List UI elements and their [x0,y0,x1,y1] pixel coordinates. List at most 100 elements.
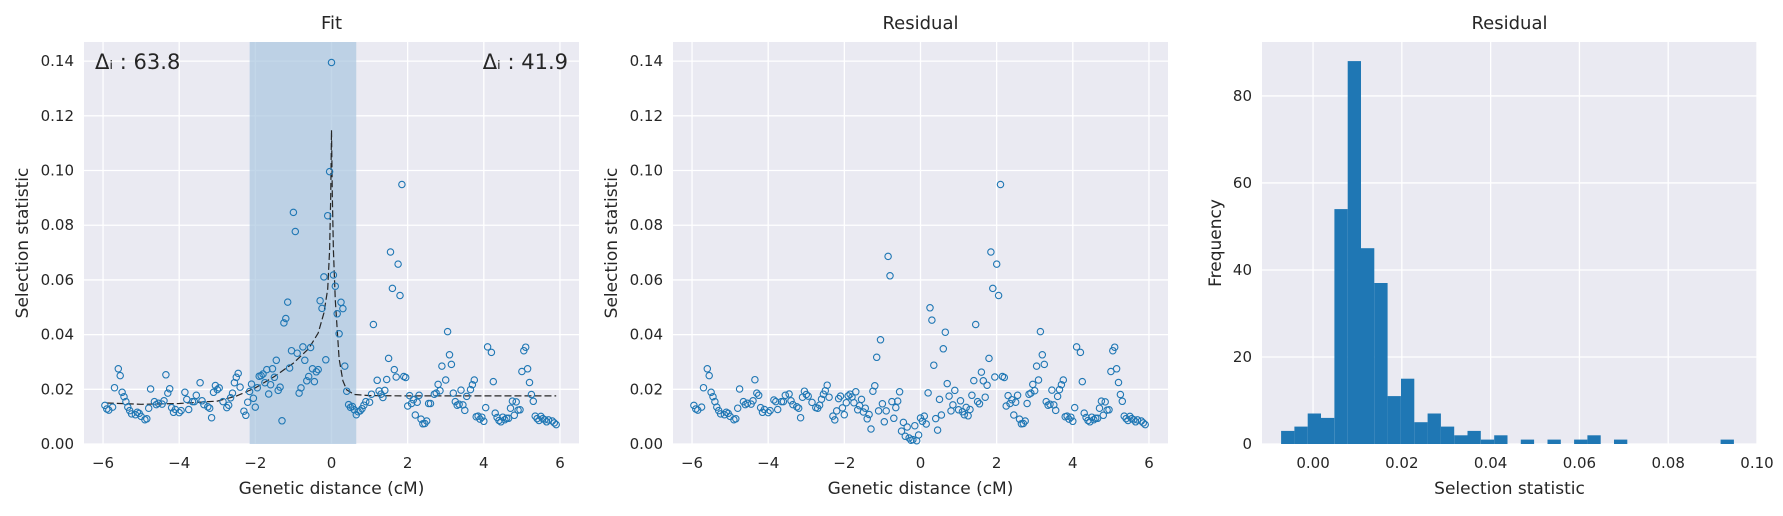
residual-scatter-point [1129,415,1138,424]
fit-annotation-left: Δᵢ : 63.8 [95,50,180,74]
fit-point [432,389,440,397]
fit-point [143,415,151,423]
residual-scatter-point [1046,400,1054,409]
fit-point [184,405,193,414]
fit-point [356,407,364,415]
residual-scatter-point [1141,420,1149,429]
residual-histogram-bar [1294,426,1308,444]
fit-point [415,391,423,400]
fit-point [146,385,155,393]
residual-scatter-point [1097,397,1106,405]
fit-point [219,397,227,406]
fit-point [379,393,387,402]
residual-scatter-x-tick-label: 0 [916,454,926,472]
fit-point [247,380,256,388]
residual-scatter-point [926,304,934,312]
residual-histogram-bar [1347,61,1361,444]
fit-point [211,381,220,390]
residual-scatter-point [1072,343,1081,351]
fit-point [242,411,250,420]
residual-scatter-point [1055,385,1064,394]
fit-point [323,211,332,220]
fit-point [422,417,431,425]
residual-scatter-point [1112,365,1121,373]
residual-histogram-x-tick-label: 0.02 [1385,454,1418,472]
fit-point [175,408,183,417]
residual-scatter-y-tick-label: 0.08 [630,216,663,234]
fit-point [253,383,262,392]
residual-scatter-point [1139,419,1148,427]
residual-scatter-point [897,427,906,435]
fit-point [443,327,452,336]
fit-point [224,401,233,409]
residual-scatter-point [825,393,833,401]
residual-scatter-point [928,316,936,324]
residual-scatter-point [756,403,765,412]
fit-x-tick-label: −6 [92,454,114,472]
residual-histogram-bar [1494,435,1508,444]
residual-scatter-point [766,406,774,415]
fit-point [449,389,458,397]
fit-point [497,418,505,426]
residual-scatter-point [829,412,837,420]
residual-scatter-point [1002,402,1010,410]
residual-scatter-point [1078,377,1087,386]
residual-scatter-point [985,354,993,363]
residual-histogram-bar [1574,439,1588,444]
residual-scatter-point [1133,416,1142,424]
residual-scatter-point [945,392,953,400]
fit-point [405,391,414,400]
residual-scatter-point [1010,411,1018,419]
fit-point [327,58,336,67]
residual-histogram-bar [1281,430,1295,444]
residual-scatter-point [1110,343,1119,351]
fit-point [489,377,498,386]
residual-scatter-point [878,400,887,408]
residual-scatter-point [970,376,978,385]
fit-point [192,391,201,400]
fit-point [403,402,412,410]
residual-scatter-x-tick-label: 6 [1144,454,1154,472]
fit-point [152,400,161,409]
residual-histogram-bar [1587,435,1601,444]
residual-scatter-x-tick-label: −2 [833,454,855,472]
residual-scatter-point [817,395,826,403]
fit-point [333,310,341,318]
residual-scatter-point [865,410,873,419]
fit-point [367,390,376,398]
residual-scatter-point [1011,398,1020,406]
residual-scatter-y-tick-label: 0.14 [630,52,663,70]
residual-scatter-point [1114,378,1123,387]
fit-point [373,376,381,385]
residual-scatter-point [1036,327,1045,336]
residual-scatter-point [872,353,881,362]
fit-point [200,400,208,409]
fit-point [401,373,410,382]
fit-point [487,348,496,357]
residual-scatter-point [893,397,902,405]
residual-histogram-bars [1281,61,1734,444]
residual-scatter-point [962,403,970,412]
fit-point [525,378,534,387]
residual-scatter-point [983,381,991,389]
fit-point [289,208,298,217]
residual-scatter-point [781,391,790,400]
fit-point [144,404,153,412]
fit-point [461,406,469,415]
residual-scatter-point [884,252,892,261]
fit-point [481,403,490,412]
residual-scatter-point [931,414,940,423]
residual-scatter-point [973,397,982,406]
fit-point [295,389,303,397]
fit-point [285,364,294,372]
fit-point [114,365,123,373]
residual-scatter-point [1023,399,1031,408]
residual-histogram-x-tick-label: 0.00 [1296,454,1329,472]
fit-point [447,360,456,369]
residual-scatter-point [823,381,831,389]
fit-point [390,365,399,374]
residual-scatter-x-tick-label: −6 [681,454,703,472]
residual-scatter-point [804,392,812,400]
residual-scatter-point [867,425,875,433]
fit-point [198,397,206,405]
